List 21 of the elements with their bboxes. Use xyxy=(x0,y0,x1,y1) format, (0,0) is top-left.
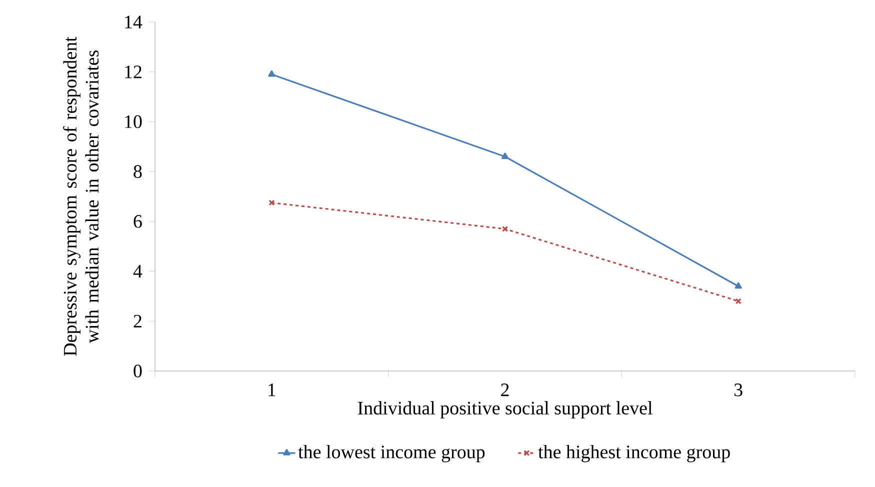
y-tick-label: 12 xyxy=(125,66,142,78)
y-tick-label: 14 xyxy=(125,16,142,28)
y-tick-label: 0 xyxy=(134,364,142,378)
point xyxy=(502,226,508,232)
y-tick-label: 4 xyxy=(133,265,142,278)
point xyxy=(734,282,742,289)
point xyxy=(501,152,509,160)
y-tick-label: 10 xyxy=(125,115,142,128)
x-tick-label: 2 xyxy=(501,384,509,396)
point xyxy=(735,298,742,304)
y-tick-label: 6 xyxy=(134,215,142,228)
x-tick-label: 1 xyxy=(268,384,276,396)
x-tick-label: 3 xyxy=(734,384,742,396)
legend-label: the highest income group xyxy=(538,445,730,462)
y-tick-label: 8 xyxy=(134,165,142,178)
point xyxy=(268,200,275,206)
x-axis-title: Individual positive social support level xyxy=(358,401,652,418)
y-axis-title: Depressive symptom score of respondent with median value in other covariates xyxy=(63,36,99,356)
legend-label: the lowest income group xyxy=(298,445,485,462)
y-tick-label: 2 xyxy=(134,314,142,328)
point xyxy=(268,70,276,77)
